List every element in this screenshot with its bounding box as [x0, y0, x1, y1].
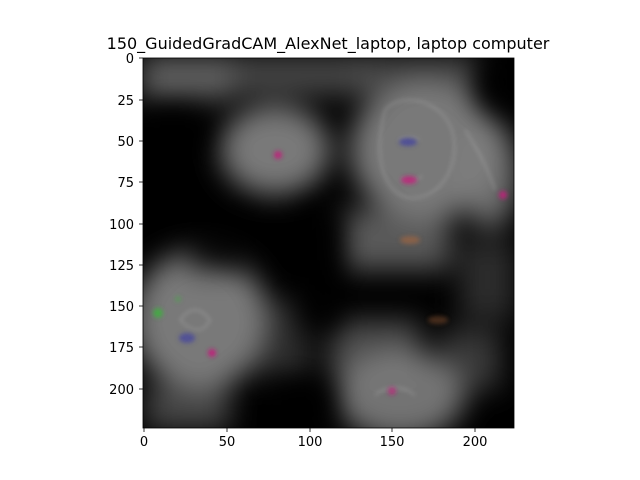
y-tick-label: 75 [117, 176, 134, 191]
y-tick-labels: 0 25 50 75 100 125 150 175 200 [109, 52, 134, 398]
x-tick-labels: 0 50 100 150 200 [140, 435, 488, 450]
y-tick-label: 200 [109, 383, 134, 398]
x-tick-label: 200 [463, 435, 488, 450]
y-tick-label: 175 [109, 341, 134, 356]
y-tick-label: 0 [126, 52, 134, 67]
x-tick-label: 100 [298, 435, 323, 450]
y-tick-label: 25 [117, 94, 134, 109]
saliency-image [143, 58, 514, 428]
y-axis [139, 57, 143, 390]
y-tick-label: 150 [109, 300, 134, 315]
x-tick-label: 150 [380, 435, 405, 450]
y-tick-label: 125 [109, 259, 134, 274]
y-tick-label: 50 [117, 135, 134, 150]
plot-frame [142, 57, 515, 429]
x-tick-label: 50 [219, 435, 236, 450]
x-tick-label: 0 [140, 435, 148, 450]
figure-title: 150_GuidedGradCAM_AlexNet_laptop, laptop… [107, 34, 550, 54]
y-tick-label: 100 [109, 218, 134, 233]
x-axis [143, 428, 476, 432]
